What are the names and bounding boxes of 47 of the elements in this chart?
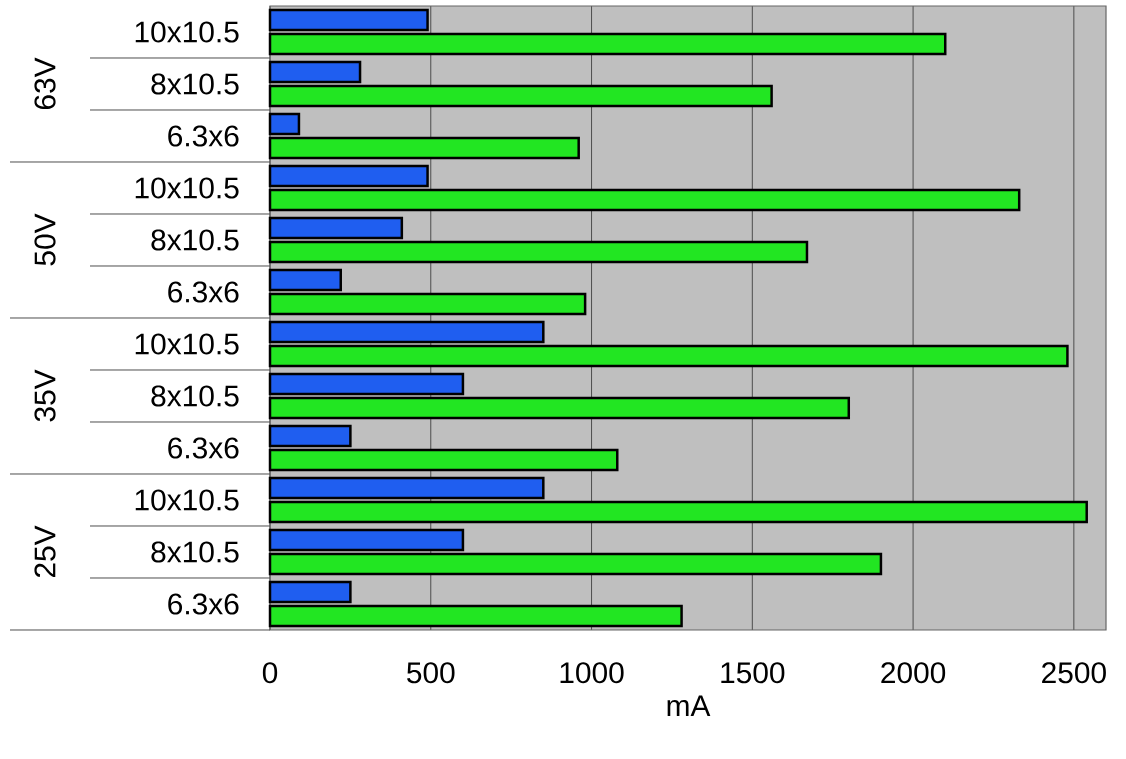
text: 50V — [34, 213, 56, 266]
x-tick-label: 0 — [262, 662, 278, 684]
x-tick-label: 2000 — [881, 662, 946, 684]
y-tick-label: 10x10.5 — [135, 333, 239, 355]
y-tick-label: 8x10.5 — [151, 73, 239, 95]
bar — [268, 396, 851, 420]
bar — [268, 216, 404, 240]
y-tick-label: 10x10.5 — [135, 177, 239, 199]
y-tick-label: 10x10.5 — [135, 489, 239, 511]
y-tick-label: 6.3x6 — [168, 125, 239, 147]
y-tick-label: 8x10.5 — [151, 385, 239, 407]
y-tick-label: 8x10.5 — [151, 229, 239, 251]
bar — [268, 60, 362, 84]
bar — [268, 528, 465, 552]
bar — [268, 500, 1088, 524]
bar — [268, 476, 545, 500]
x-tick-label: 500 — [407, 662, 455, 684]
bar — [268, 580, 352, 604]
bar — [268, 604, 683, 628]
y-tick-label: 10x10.5 — [135, 21, 239, 43]
bar — [268, 268, 342, 292]
y-tick-label: 8x10.5 — [151, 541, 239, 563]
bar — [268, 424, 352, 448]
bar — [268, 320, 545, 344]
bar — [268, 8, 429, 32]
text: 35V — [34, 369, 56, 422]
bar — [268, 448, 619, 472]
bar — [268, 552, 883, 576]
y-tick-label: 6.3x6 — [168, 593, 239, 615]
bar — [268, 292, 587, 316]
bar — [268, 164, 429, 188]
text: 63V — [34, 57, 56, 110]
x-tick-label: 1500 — [721, 662, 785, 684]
bar — [268, 188, 1021, 212]
bar — [268, 84, 773, 108]
text: 25V — [34, 525, 56, 578]
x-tick-label: 2500 — [1042, 662, 1106, 684]
bar — [268, 240, 809, 264]
bar — [268, 32, 947, 56]
y-tick-label: 6.3x6 — [168, 437, 239, 459]
y-tick-label: 6.3x6 — [168, 281, 239, 303]
bar — [268, 112, 301, 136]
bar — [268, 344, 1069, 368]
bar — [268, 136, 580, 160]
bar — [268, 372, 465, 396]
x-tick-label: 1000 — [560, 662, 624, 684]
x-axis-title: mA — [667, 695, 711, 716]
